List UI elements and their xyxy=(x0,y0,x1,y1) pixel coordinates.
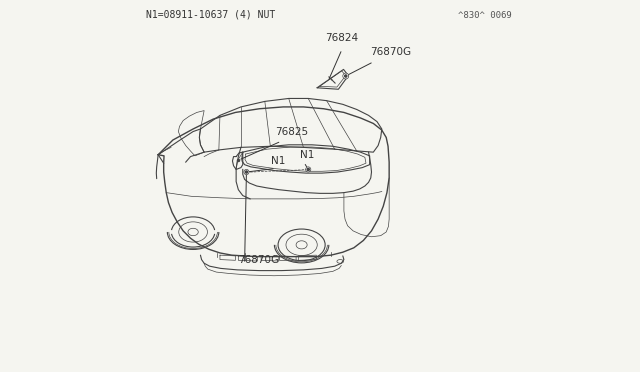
Text: 76825: 76825 xyxy=(275,128,308,137)
Text: N1: N1 xyxy=(271,156,286,166)
Circle shape xyxy=(307,169,309,170)
Circle shape xyxy=(244,170,249,174)
Circle shape xyxy=(343,73,349,79)
Text: 76824: 76824 xyxy=(326,32,358,42)
Text: N1=08911-10637 (4) NUT: N1=08911-10637 (4) NUT xyxy=(147,10,276,20)
Circle shape xyxy=(306,167,311,172)
Circle shape xyxy=(245,171,248,173)
Text: 76870G: 76870G xyxy=(238,255,280,265)
Text: N1: N1 xyxy=(300,150,314,160)
Circle shape xyxy=(345,75,347,77)
Text: ^830^ 0069: ^830^ 0069 xyxy=(458,11,512,20)
Text: 76870G: 76870G xyxy=(370,46,411,57)
